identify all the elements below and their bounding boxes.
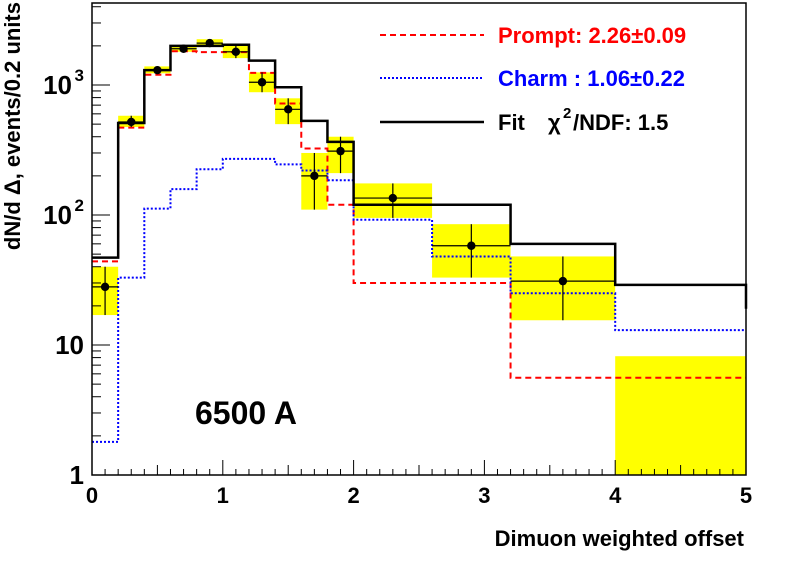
data-marker — [388, 193, 398, 203]
x-tick-label: 5 — [740, 483, 752, 508]
x-tick-label: 3 — [478, 483, 490, 508]
data-marker — [284, 105, 293, 114]
y-tick-label: 10 — [55, 330, 84, 360]
data-point-11 — [432, 224, 511, 278]
data-point-7 — [275, 98, 302, 125]
legend-chi-text: /NDF: 1.5 — [573, 110, 668, 135]
data-marker — [179, 44, 188, 53]
data-point-5 — [222, 45, 249, 59]
data-marker — [310, 171, 319, 181]
systematic-band-13 — [615, 356, 746, 475]
legend-label: Prompt: 2.26±0.09 — [498, 23, 686, 48]
data-point-1 — [118, 115, 145, 128]
y-axis-title: dN/d Δ, events/0.2 units — [0, 2, 25, 250]
data-point-2 — [144, 65, 171, 75]
data-marker — [100, 282, 110, 292]
data-point-3 — [170, 44, 197, 53]
data-marker — [558, 276, 568, 286]
y-tick-exponent: 2 — [75, 196, 84, 215]
y-tick-label: 1 — [70, 460, 84, 490]
legend-entry-charm: Charm : 1.06±0.22 — [380, 66, 685, 91]
data-point-6 — [248, 72, 276, 93]
x-tick-label: 1 — [217, 483, 229, 508]
y-tick-exponent: 3 — [75, 66, 84, 85]
data-point-12 — [510, 256, 616, 321]
data-point-9 — [327, 136, 354, 174]
data-marker — [153, 65, 162, 75]
x-axis: 0 1 2 3 4 5 — [86, 460, 752, 508]
data-marker — [257, 78, 267, 87]
legend-entry-prompt: Prompt: 2.26±0.09 — [380, 23, 686, 48]
legend-label: Charm : 1.06±0.22 — [498, 66, 685, 91]
x-tick-label: 4 — [609, 483, 622, 508]
x-tick-label: 2 — [347, 483, 359, 508]
data-marker — [127, 117, 136, 127]
data-point-10 — [353, 183, 433, 218]
data-point-0 — [92, 266, 119, 316]
y-tick-label: 10 — [43, 70, 72, 100]
series-line-charm — [92, 157, 746, 443]
data-points — [92, 38, 616, 321]
data-point-8 — [301, 152, 328, 210]
annotation-label: 6500 A — [195, 395, 297, 431]
legend-chi-exponent: 2 — [563, 105, 571, 122]
legend-label: Fit — [498, 110, 526, 135]
legend-entry-fit: Fit χ 2/NDF: 1.5 — [380, 105, 668, 135]
data-marker — [336, 146, 345, 156]
legend: Prompt: 2.26±0.09 Charm : 1.06±0.22 Fit χ 2/… — [380, 23, 686, 135]
x-tick-label: 0 — [86, 483, 98, 508]
y-tick-label: 10 — [43, 200, 72, 230]
data-marker — [231, 47, 241, 57]
data-point-4 — [196, 38, 223, 48]
data-marker — [467, 241, 476, 250]
systematic-bands — [92, 39, 746, 475]
legend-chi-symbol: χ — [548, 110, 561, 135]
data-marker — [205, 38, 214, 48]
x-axis-title: Dimuon weighted offset — [495, 526, 745, 551]
